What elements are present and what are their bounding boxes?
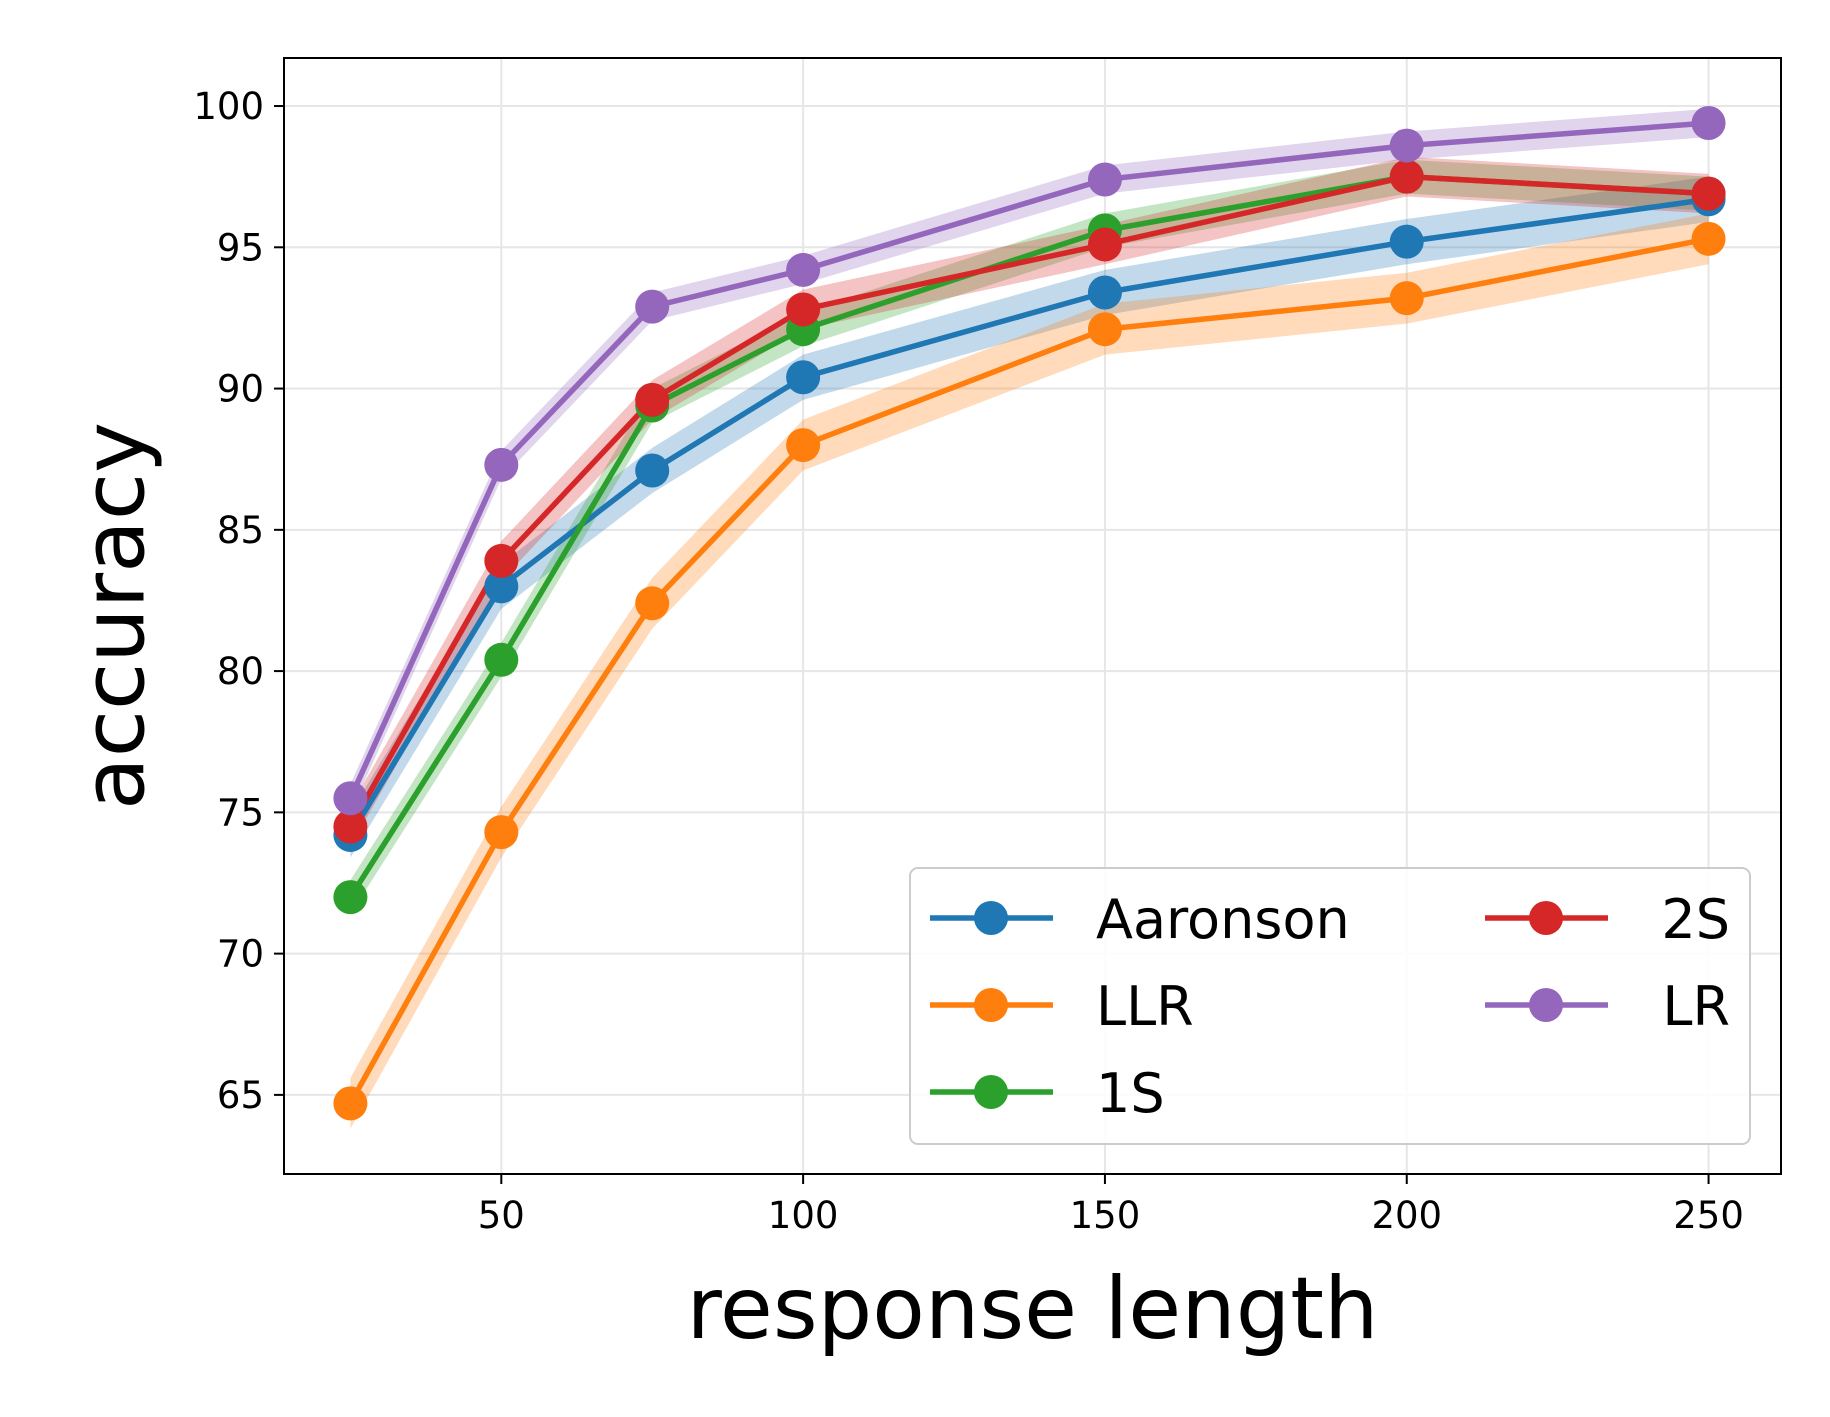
x-tick-label: 100 bbox=[768, 1194, 839, 1237]
legend-label: LLR bbox=[1096, 975, 1194, 1038]
point-lr bbox=[786, 252, 821, 287]
point-2s bbox=[484, 543, 519, 578]
point-lr bbox=[1389, 128, 1424, 163]
y-tick-label: 80 bbox=[217, 650, 264, 693]
point-1s bbox=[333, 880, 368, 915]
point-llr bbox=[786, 428, 821, 463]
point-1s bbox=[484, 642, 519, 677]
y-tick-label: 95 bbox=[217, 226, 264, 269]
x-axis-title: response length bbox=[686, 1259, 1378, 1359]
point-aaronson bbox=[1389, 224, 1424, 259]
legend-swatch-marker bbox=[974, 988, 1008, 1022]
legend-label: 1S bbox=[1096, 1062, 1165, 1125]
point-lr bbox=[484, 447, 519, 482]
point-2s bbox=[635, 382, 670, 417]
point-aaronson bbox=[786, 360, 821, 395]
legend-label: LR bbox=[1662, 975, 1730, 1038]
point-llr bbox=[484, 815, 519, 850]
point-2s bbox=[786, 292, 821, 327]
point-llr bbox=[1087, 312, 1122, 347]
legend: Aaronson LLR 1S 2S LR bbox=[909, 867, 1751, 1145]
point-2s bbox=[1389, 159, 1424, 194]
point-llr bbox=[1389, 281, 1424, 316]
point-aaronson bbox=[1087, 275, 1122, 310]
legend-swatch-marker bbox=[1529, 988, 1563, 1022]
point-lr bbox=[635, 289, 670, 324]
point-lr bbox=[1087, 162, 1122, 197]
point-2s bbox=[1691, 176, 1726, 211]
legend-box bbox=[909, 867, 1751, 1145]
point-aaronson bbox=[635, 453, 670, 488]
point-lr bbox=[1691, 105, 1726, 140]
x-tick-label: 150 bbox=[1070, 1194, 1141, 1237]
point-llr bbox=[635, 586, 670, 621]
point-2s bbox=[333, 809, 368, 844]
axis-ticks: 50 100 150 200 250 65 70 75 80 85 90 95 100 bbox=[193, 85, 1744, 1237]
y-tick-label: 85 bbox=[217, 509, 264, 552]
legend-swatch-marker bbox=[974, 1075, 1008, 1109]
y-axis-title: accuracy bbox=[64, 422, 164, 810]
y-tick-label: 90 bbox=[217, 368, 264, 411]
point-2s bbox=[1087, 227, 1122, 262]
y-tick-label: 75 bbox=[217, 791, 264, 834]
x-tick-label: 250 bbox=[1673, 1194, 1744, 1237]
point-llr bbox=[1691, 221, 1726, 256]
point-lr bbox=[333, 781, 368, 816]
plot-frame bbox=[283, 57, 1782, 1175]
legend-swatch-marker bbox=[974, 901, 1008, 935]
x-tick-label: 50 bbox=[478, 1194, 525, 1237]
point-aaronson bbox=[484, 569, 519, 604]
band-llr bbox=[350, 213, 1709, 1129]
series-markers bbox=[333, 105, 1726, 1121]
band-lr bbox=[350, 108, 1709, 813]
legend-label: Aaronson bbox=[1096, 888, 1350, 951]
legend-label: 2S bbox=[1661, 888, 1730, 951]
y-tick-label: 100 bbox=[193, 85, 264, 128]
legend-swatch-marker bbox=[1529, 901, 1563, 935]
y-tick-label: 65 bbox=[217, 1074, 264, 1117]
point-llr bbox=[333, 1086, 368, 1121]
y-tick-label: 70 bbox=[217, 933, 264, 976]
x-tick-label: 200 bbox=[1371, 1194, 1442, 1237]
